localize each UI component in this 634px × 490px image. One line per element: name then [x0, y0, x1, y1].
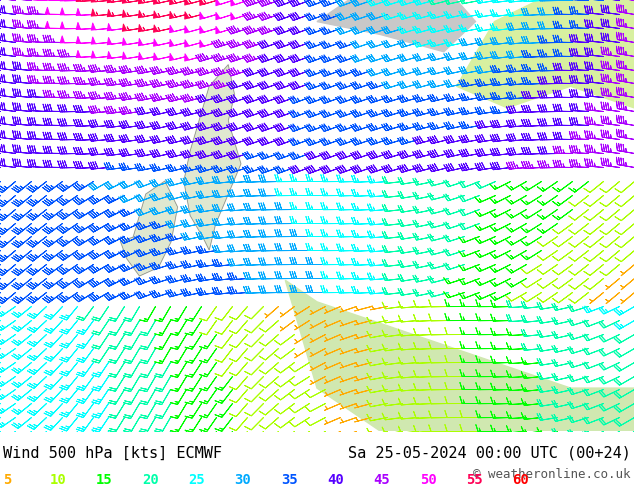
Text: 55: 55 — [466, 473, 482, 487]
Text: 10: 10 — [49, 473, 66, 487]
Text: 20: 20 — [142, 473, 158, 487]
Polygon shape — [184, 65, 241, 250]
Text: 50: 50 — [420, 473, 436, 487]
Text: 25: 25 — [188, 473, 205, 487]
Text: © weatheronline.co.uk: © weatheronline.co.uk — [474, 468, 631, 481]
Text: 5: 5 — [3, 473, 11, 487]
Polygon shape — [285, 280, 634, 431]
Text: 40: 40 — [327, 473, 344, 487]
Text: Sa 25-05-2024 00:00 UTC (00+24): Sa 25-05-2024 00:00 UTC (00+24) — [348, 446, 631, 461]
Polygon shape — [317, 0, 476, 52]
Text: 35: 35 — [281, 473, 297, 487]
Text: 45: 45 — [373, 473, 390, 487]
Polygon shape — [120, 181, 178, 276]
Text: 60: 60 — [512, 473, 529, 487]
Polygon shape — [456, 0, 634, 108]
Text: Wind 500 hPa [kts] ECMWF: Wind 500 hPa [kts] ECMWF — [3, 446, 222, 461]
Text: 30: 30 — [235, 473, 251, 487]
Text: 15: 15 — [96, 473, 112, 487]
